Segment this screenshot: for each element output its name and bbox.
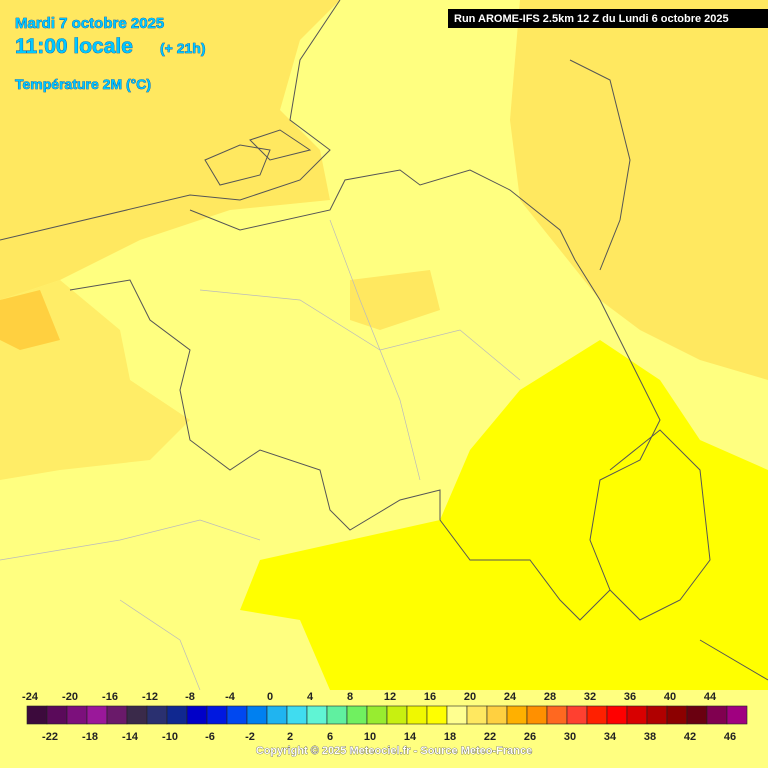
legend-swatch (166, 705, 188, 725)
legend-label: -16 (102, 691, 118, 703)
legend-swatch (406, 705, 428, 725)
legend-label: 24 (504, 691, 517, 703)
legend-label: 14 (404, 731, 417, 743)
legend-swatch (526, 705, 548, 725)
legend-label: -22 (42, 731, 58, 743)
legend-label: -24 (22, 691, 39, 703)
legend-swatch (726, 705, 748, 725)
hot-region (240, 340, 768, 690)
legend-label: 44 (704, 691, 717, 703)
legend-label: 6 (327, 731, 333, 743)
legend-swatch (606, 705, 628, 725)
legend-label: 38 (644, 731, 656, 743)
coast-line (0, 0, 341, 241)
local-region (350, 270, 440, 330)
legend-label: 4 (307, 691, 314, 703)
legend-swatch (586, 705, 608, 725)
legend-swatch (686, 705, 708, 725)
legend-label: 30 (564, 731, 576, 743)
islands (204, 129, 312, 186)
legend-label: -10 (162, 731, 178, 743)
legend-label: -6 (205, 731, 215, 743)
legend-swatch (186, 705, 208, 725)
legend-swatch (546, 705, 568, 725)
legend-label: -18 (82, 731, 98, 743)
forecast-time: 11:00 locale (15, 35, 133, 58)
legend-label: 18 (444, 731, 456, 743)
legend-swatch (266, 705, 288, 725)
legend-swatch (626, 705, 648, 725)
legend-swatch (246, 705, 268, 725)
legend-label: 42 (684, 731, 696, 743)
border-line (569, 59, 768, 681)
legend-label: 28 (544, 691, 556, 703)
forecast-date: Mardi 7 octobre 2025 (15, 15, 164, 32)
coast-region (0, 290, 60, 350)
legend-swatch (226, 705, 248, 725)
region-line (0, 219, 521, 691)
legend-swatch (26, 705, 48, 725)
legend-swatch (126, 705, 148, 725)
legend-swatch (106, 705, 128, 725)
legend-swatch (286, 705, 308, 725)
forecast-offset: (+ 21h) (160, 40, 206, 56)
legend-label: 40 (664, 691, 676, 703)
sea-region (0, 0, 340, 300)
legend-swatch (346, 705, 368, 725)
run-banner (448, 9, 768, 28)
run-info: Run AROME-IFS 2.5km 12 Z du Lundi 6 octo… (454, 13, 729, 25)
legend-label: -2 (245, 731, 255, 743)
legend-swatch (306, 705, 328, 725)
legend-swatch (506, 705, 528, 725)
legend-swatch (486, 705, 508, 725)
copyright: Copyright © 2025 Meteociel.fr - Source M… (256, 745, 532, 757)
legend-label: 26 (524, 731, 536, 743)
legend-swatch (66, 705, 88, 725)
legend-label: 16 (424, 691, 436, 703)
legend-label: -20 (62, 691, 78, 703)
legend-swatch (706, 705, 728, 725)
legend-swatch (386, 705, 408, 725)
legend-swatch (206, 705, 228, 725)
legend-label: -12 (142, 691, 158, 703)
legend-swatch (666, 705, 688, 725)
legend-swatch (446, 705, 468, 725)
legend-label: 8 (347, 691, 353, 703)
legend-swatch (466, 705, 488, 725)
legend-label: -8 (185, 691, 195, 703)
legend-swatch (326, 705, 348, 725)
border-line (69, 169, 661, 621)
legend-swatch (426, 705, 448, 725)
legend-label: 0 (267, 691, 273, 703)
legend-label: -14 (122, 731, 139, 743)
legend-swatch (46, 705, 68, 725)
legend-swatch (646, 705, 668, 725)
legend-label: -4 (225, 691, 236, 703)
legend-swatch (566, 705, 588, 725)
legend-label: 22 (484, 731, 496, 743)
east-region (510, 0, 768, 380)
legend-label: 32 (584, 691, 596, 703)
legend-label: 34 (604, 731, 617, 743)
legend-swatch (146, 705, 168, 725)
legend-label: 10 (364, 731, 376, 743)
legend-label: 20 (464, 691, 476, 703)
legend-label: 46 (724, 731, 736, 743)
legend-swatch (366, 705, 388, 725)
legend-label: 2 (287, 731, 293, 743)
variable-name: Température 2M (°C) (15, 76, 151, 92)
legend-label: 36 (624, 691, 636, 703)
legend-swatch (86, 705, 108, 725)
legend-label: 12 (384, 691, 396, 703)
